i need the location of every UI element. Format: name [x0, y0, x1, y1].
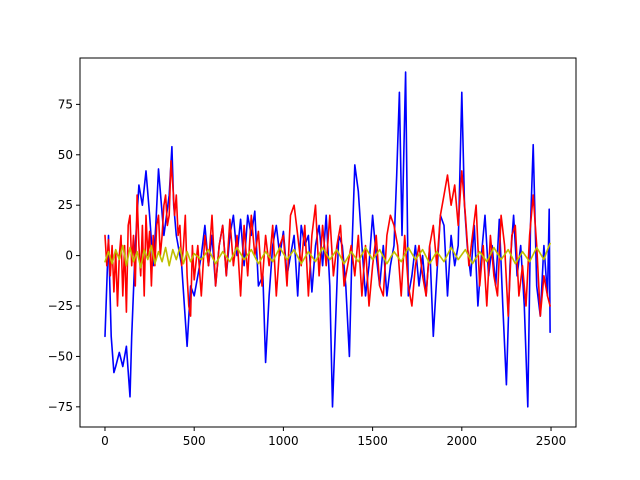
x-tick-label: 2500: [536, 434, 567, 448]
y-tick-label: 50: [58, 148, 73, 162]
x-tick-label: 2000: [447, 434, 478, 448]
series-line-3: [104, 242, 551, 269]
x-tick-label: 1500: [357, 434, 388, 448]
y-tick-label: 0: [65, 249, 73, 263]
x-tick-label: 1000: [268, 434, 299, 448]
series-line-1: [104, 71, 551, 408]
axes-frame: [79, 57, 577, 428]
y-tick-label: −25: [48, 299, 73, 313]
x-tick-label: 0: [101, 434, 109, 448]
y-tick-label: −75: [48, 400, 73, 414]
series-layer: [104, 71, 551, 408]
x-tick-label: 500: [183, 434, 206, 448]
y-tick-label: 75: [58, 97, 73, 111]
y-tick-label: 25: [58, 198, 73, 212]
series-line-2: [104, 160, 551, 317]
y-axis: −75 −50 −25 0 25 50 75: [48, 97, 80, 414]
y-tick-label: −50: [48, 349, 73, 363]
x-axis: 0 500 1000 1500 2000 2500: [101, 427, 566, 448]
